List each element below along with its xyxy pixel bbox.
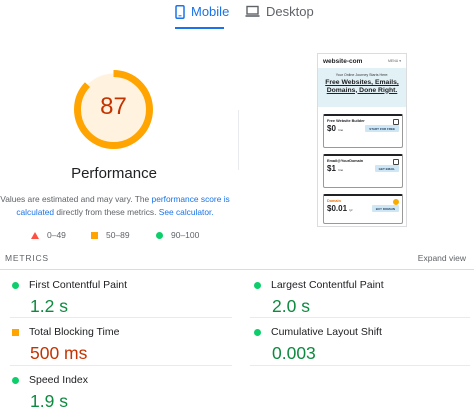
card-unit: /mo: [338, 168, 344, 172]
thumb-card-website: Free Website Builder $0 /mo START FOR FR…: [323, 114, 403, 148]
legend-good: 90–100: [156, 230, 199, 240]
tab-mobile-label: Mobile: [191, 4, 230, 19]
score-note: Values are estimated and may vary. The p…: [0, 193, 230, 219]
tab-desktop[interactable]: Desktop: [245, 4, 314, 30]
thumb-menu: MENU ▾: [387, 59, 401, 63]
metrics-rule: [0, 269, 474, 270]
page-screenshot-thumbnail[interactable]: website-com MENU ▾ Your Online Journey S…: [317, 53, 407, 227]
card-price-row: $0.01 /yr BUY DOMAIN: [324, 203, 402, 214]
score-legend: 0–49 50–89 90–100: [0, 230, 232, 242]
row-divider: [10, 365, 232, 366]
performance-score-link[interactable]: performance score is calculated: [16, 194, 230, 217]
metric-label: Largest Contentful Paint: [271, 279, 384, 291]
see-calculator-link[interactable]: See calculator.: [158, 207, 214, 217]
card-unit: /mo: [338, 128, 344, 132]
card-button: START FOR FREE: [365, 125, 399, 132]
card-button: BUY DOMAIN: [371, 205, 399, 212]
active-tab-indicator: [175, 27, 224, 29]
metric-label: Speed Index: [29, 374, 88, 386]
metric-label: First Contentful Paint: [29, 279, 128, 291]
performance-gauge: [74, 70, 153, 149]
card-badge-icon: [393, 199, 399, 205]
gauge-fill: [77, 73, 150, 146]
card-price-row: $1 /mo GET EMAIL: [324, 163, 402, 174]
thumb-hero-headline: Free Websites, Emails, Domains, Done Rig…: [325, 79, 399, 94]
thumb-site-name: website-com: [323, 57, 363, 65]
legend-good-label: 90–100: [171, 230, 200, 240]
metrics-header: METRICS Expand view: [0, 253, 474, 265]
row-divider: [10, 317, 232, 318]
gauge-arc: [74, 70, 153, 149]
card-price: $0.01: [327, 204, 348, 213]
metric-cumulative-layout-shift: Cumulative Layout Shift 0.003: [254, 326, 474, 364]
metric-value: 500 ms: [30, 343, 88, 363]
card-price: $1: [327, 164, 336, 173]
metric-value: 1.2 s: [30, 296, 68, 316]
note-text-middle: directly from these metrics.: [54, 207, 159, 217]
card-unit: /yr: [349, 208, 353, 212]
laptop-icon: [245, 5, 260, 17]
card-name: Email@YourDomain: [327, 159, 364, 163]
thumb-hero-tagline: Your Online Journey Starts Here:: [335, 73, 389, 77]
card-button: GET EMAIL: [374, 165, 399, 172]
metric-first-contentful-paint: First Contentful Paint 1.2 s: [12, 279, 232, 317]
metric-value: 0.003: [272, 343, 316, 363]
card-name: Free Website Builder: [327, 119, 365, 123]
legend-average-label: 50–89: [106, 230, 130, 240]
tab-mobile[interactable]: Mobile: [175, 4, 229, 30]
thumb-header: website-com MENU ▾: [318, 54, 406, 68]
note-text-prefix: Values are estimated and may vary. The: [0, 194, 152, 204]
metric-largest-contentful-paint: Largest Contentful Paint 2.0 s: [254, 279, 474, 317]
metric-label: Cumulative Layout Shift: [271, 326, 382, 338]
average-square-icon: [91, 231, 98, 239]
legend-average: 50–89: [91, 230, 130, 240]
device-tabs: Mobile Desktop: [0, 0, 474, 30]
row-divider: [250, 365, 470, 366]
average-square-icon: [12, 328, 19, 336]
row-divider: [250, 317, 470, 318]
phone-icon: [175, 5, 185, 19]
card-badge-icon: [393, 159, 399, 165]
metric-value: 2.0 s: [272, 296, 310, 316]
good-circle-icon: [254, 281, 261, 289]
metric-speed-index: Speed Index 1.9 s: [12, 374, 232, 412]
legend-poor-label: 0–49: [47, 230, 66, 240]
poor-triangle-icon: [31, 231, 39, 239]
card-price-row: $0 /mo START FOR FREE: [324, 123, 402, 134]
performance-score: 87: [100, 93, 127, 120]
metric-value: 1.9 s: [30, 391, 68, 411]
tab-desktop-label: Desktop: [266, 4, 314, 19]
card-price: $0: [327, 124, 336, 133]
metric-label: Total Blocking Time: [29, 326, 120, 338]
card-badge-icon: [393, 119, 399, 125]
good-circle-icon: [254, 328, 261, 336]
thumb-card-domain: Domain $0.01 /yr BUY DOMAIN: [323, 194, 403, 224]
thumb-hero: Your Online Journey Starts Here: Free We…: [318, 68, 406, 107]
legend-poor: 0–49: [31, 230, 66, 240]
expand-view-button[interactable]: Expand view: [417, 253, 466, 263]
good-circle-icon: [12, 281, 19, 289]
performance-title: Performance: [71, 165, 157, 182]
metric-total-blocking-time: Total Blocking Time 500 ms: [12, 326, 232, 364]
thumb-card-email: Email@YourDomain $1 /mo GET EMAIL: [323, 154, 403, 188]
card-name: Domain: [327, 199, 341, 203]
metrics-label: METRICS: [5, 253, 49, 263]
good-circle-icon: [12, 376, 19, 384]
vertical-divider: [238, 110, 239, 170]
good-circle-icon: [156, 231, 163, 239]
